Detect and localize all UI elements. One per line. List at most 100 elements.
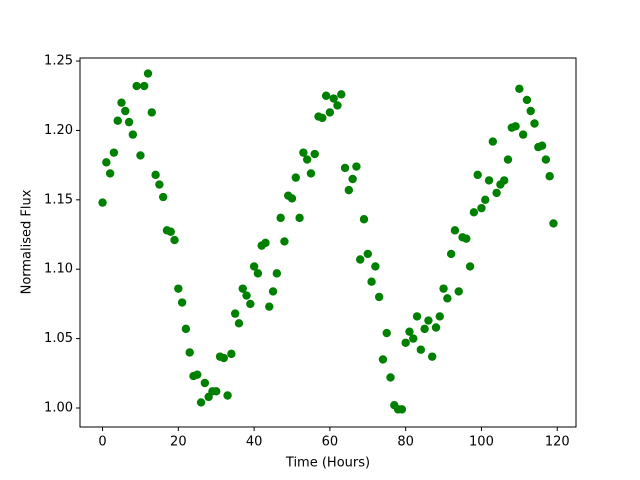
point <box>397 405 407 414</box>
point <box>374 292 384 302</box>
point <box>481 195 490 205</box>
point <box>454 287 463 296</box>
point <box>409 334 418 343</box>
point <box>105 169 115 178</box>
y-axis-label: Normalised Flux <box>20 189 35 294</box>
point <box>272 269 282 278</box>
point <box>420 324 429 334</box>
y-tick-label: 1.20 <box>44 123 73 138</box>
point <box>492 188 501 198</box>
point <box>412 312 422 321</box>
point <box>424 316 433 325</box>
point <box>522 95 532 105</box>
point <box>541 155 551 164</box>
point <box>321 91 331 100</box>
point <box>469 208 479 217</box>
point <box>170 235 179 245</box>
point <box>196 398 206 407</box>
point <box>136 151 145 160</box>
point <box>511 122 520 131</box>
point <box>465 262 475 271</box>
point <box>230 309 240 318</box>
point <box>416 345 426 354</box>
point <box>132 81 141 91</box>
point <box>291 173 300 182</box>
y-tick-label: 1.15 <box>44 192 73 207</box>
point <box>386 373 395 382</box>
point <box>223 391 232 400</box>
point <box>325 108 335 117</box>
point <box>462 234 471 243</box>
point <box>117 98 126 107</box>
point <box>151 170 160 180</box>
point <box>102 158 111 167</box>
point <box>428 352 437 361</box>
point <box>219 353 228 363</box>
point <box>443 294 452 303</box>
point <box>450 226 460 235</box>
point <box>128 130 138 139</box>
point <box>212 387 221 396</box>
point <box>503 155 513 164</box>
point <box>246 299 255 309</box>
plot-frame <box>79 57 577 428</box>
point <box>371 262 380 271</box>
point <box>113 116 122 125</box>
point <box>337 90 346 99</box>
x-tick-label: 100 <box>469 435 494 450</box>
point <box>276 213 285 223</box>
point <box>344 185 354 195</box>
point <box>356 255 365 264</box>
point <box>359 215 369 224</box>
point <box>166 227 175 236</box>
y-tick-label: 1.00 <box>44 400 73 415</box>
point <box>537 141 547 150</box>
point <box>124 117 134 127</box>
point <box>261 238 270 248</box>
point <box>299 148 308 157</box>
point <box>265 302 274 311</box>
point <box>526 106 535 116</box>
point <box>121 106 130 116</box>
point <box>174 284 183 293</box>
point <box>280 237 289 246</box>
point <box>499 176 509 185</box>
point <box>333 101 342 110</box>
point <box>352 162 361 171</box>
x-tick-label: 40 <box>246 435 263 450</box>
point <box>249 262 259 271</box>
x-tick-label: 60 <box>322 435 339 450</box>
x-axis-label: Time (Hours) <box>285 456 370 471</box>
point <box>140 81 149 91</box>
point <box>378 355 388 364</box>
point <box>295 213 304 223</box>
point <box>367 277 376 286</box>
y-tick-label: 1.10 <box>44 262 73 277</box>
x-tick-label: 20 <box>170 435 187 450</box>
point <box>268 287 278 296</box>
point <box>382 328 391 338</box>
point <box>318 113 327 123</box>
point <box>181 324 191 334</box>
point <box>477 203 486 213</box>
point <box>227 349 236 359</box>
point <box>473 170 482 180</box>
point <box>253 269 263 278</box>
point <box>348 174 357 184</box>
x-tick-label: 80 <box>397 435 414 450</box>
point <box>439 284 448 293</box>
x-tick-label: 120 <box>545 435 570 450</box>
point <box>488 137 498 146</box>
point <box>401 338 410 347</box>
point <box>143 69 153 78</box>
point <box>518 130 528 139</box>
point <box>545 172 554 181</box>
point <box>302 155 312 164</box>
x-tick-label: 0 <box>98 435 106 450</box>
point <box>431 323 441 332</box>
point <box>306 169 316 178</box>
point <box>177 298 187 307</box>
point <box>109 148 119 157</box>
point <box>200 378 210 388</box>
